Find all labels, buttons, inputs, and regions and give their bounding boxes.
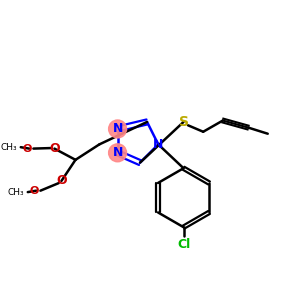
Text: CH₃: CH₃ xyxy=(8,188,24,196)
Text: O: O xyxy=(49,142,60,155)
Text: N: N xyxy=(153,138,164,151)
Text: O: O xyxy=(22,144,32,154)
Text: S: S xyxy=(178,115,188,129)
Circle shape xyxy=(109,120,127,138)
Text: O: O xyxy=(56,174,67,188)
Text: CH₃: CH₃ xyxy=(1,143,17,152)
Text: N: N xyxy=(112,122,123,136)
Text: Cl: Cl xyxy=(177,238,190,251)
Text: O: O xyxy=(30,186,39,196)
Circle shape xyxy=(109,144,127,162)
Text: N: N xyxy=(112,146,123,159)
